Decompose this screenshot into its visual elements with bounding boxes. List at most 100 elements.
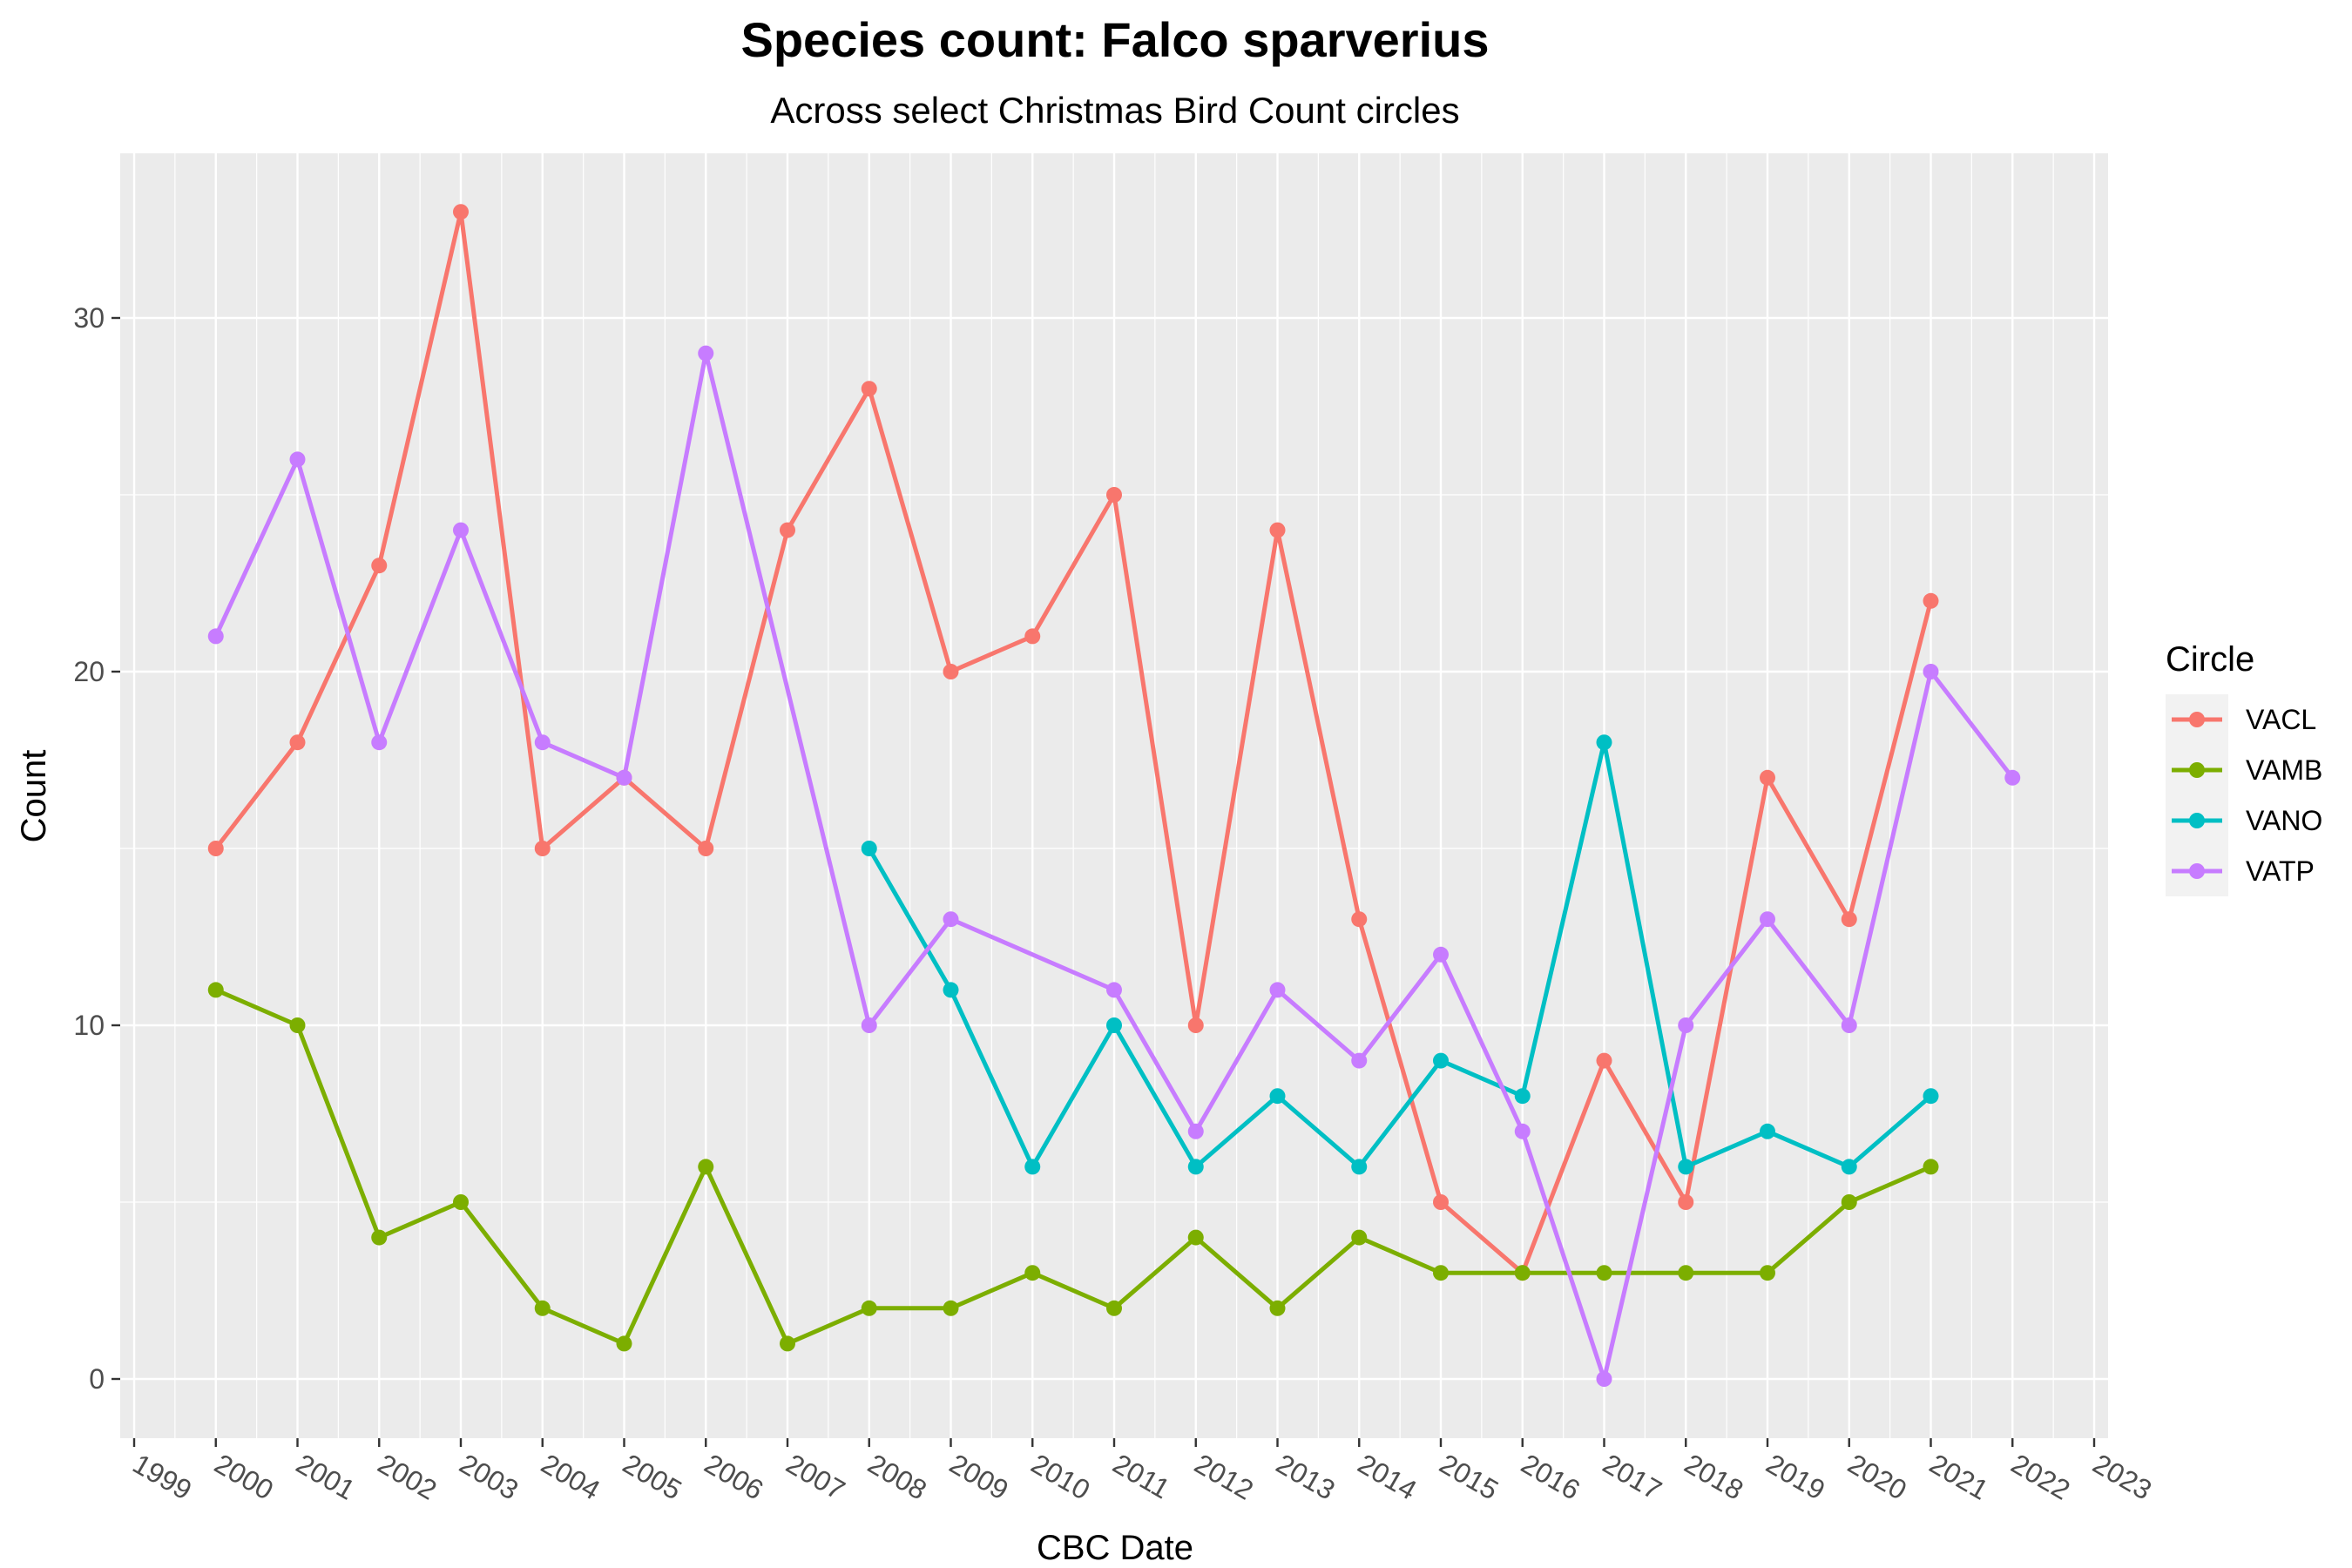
data-point-vano	[1760, 1123, 1775, 1139]
data-point-vano	[1269, 1088, 1286, 1105]
legend-title: Circle	[2166, 640, 2254, 679]
data-point-vano	[1923, 1088, 1939, 1105]
x-axis-title: CBC Date	[1037, 1529, 1193, 1567]
chart-subtitle: Across select Christmas Bird Count circl…	[770, 90, 1459, 131]
data-point-vacl	[289, 734, 306, 751]
x-tick-label: 2006	[700, 1448, 769, 1506]
data-point-vacl	[1596, 1052, 1612, 1069]
data-point-vamb	[1596, 1265, 1612, 1281]
x-tick-label: 2020	[1842, 1448, 1912, 1506]
data-point-vamb	[453, 1194, 469, 1210]
x-tick-label: 2011	[1108, 1448, 1176, 1505]
data-point-vamb	[1187, 1229, 1204, 1246]
legend-label-vacl: VACL	[2246, 704, 2316, 735]
data-point-vacl	[534, 841, 551, 856]
x-tick-label: 1999	[128, 1448, 198, 1506]
x-tick-label: 2021	[1924, 1448, 1994, 1506]
y-tick-labels: 0 10 20 30	[73, 302, 105, 1395]
data-point-vatp	[534, 734, 551, 751]
x-tick-label: 2007	[781, 1448, 851, 1506]
data-point-vano	[1187, 1159, 1204, 1175]
data-point-vamb	[1351, 1229, 1368, 1246]
data-point-vacl	[371, 558, 388, 574]
legend-label-vamb: VAMB	[2246, 754, 2322, 786]
series-line-vacl	[213, 209, 1933, 1275]
x-tick-labels: 1999 2000 2001 2002 2003 2004 2005 2006 2007 2008…	[128, 1448, 2158, 1506]
data-point-vacl	[1269, 522, 1286, 538]
series-line-vamb	[214, 988, 1932, 1346]
chart-title: Species count: Falco sparverius	[741, 12, 1490, 67]
x-tick-label: 2018	[1680, 1448, 1749, 1506]
data-point-vatp	[1351, 1052, 1368, 1069]
data-point-vano	[943, 982, 959, 998]
data-point-vacl	[207, 841, 224, 856]
data-point-vatp	[698, 345, 714, 362]
legend-label-vatp: VATP	[2246, 855, 2315, 887]
data-point-vatp	[1106, 982, 1122, 998]
data-point-vatp	[861, 1017, 877, 1033]
data-point-vacl	[780, 522, 795, 538]
data-point-vatp	[616, 769, 632, 786]
data-point-vacl	[1187, 1017, 1204, 1033]
data-point-vamb	[1433, 1265, 1449, 1281]
x-tick-label: 2016	[1516, 1448, 1585, 1506]
data-point-vano	[1106, 1017, 1122, 1033]
data-point-vamb	[1269, 1300, 1286, 1316]
data-point-vacl	[943, 664, 959, 679]
data-point-vatp	[207, 628, 224, 645]
data-point-vatp	[1760, 911, 1775, 928]
data-point-vatp	[1841, 1017, 1857, 1033]
data-point-vacl	[1841, 911, 1857, 928]
legend-key-point-vacl	[2189, 712, 2205, 727]
y-tick-label: 30	[73, 302, 105, 334]
legend-key-point-vano	[2189, 813, 2205, 828]
data-point-vacl	[1106, 487, 1122, 503]
data-point-vatp	[453, 522, 469, 538]
x-tick-label: 2002	[373, 1448, 443, 1506]
data-point-vamb	[698, 1159, 714, 1175]
legend-key-point-vamb	[2189, 762, 2205, 778]
data-point-vamb	[861, 1300, 877, 1316]
data-point-vamb	[1841, 1194, 1857, 1210]
data-point-vano	[1433, 1052, 1449, 1069]
y-tick-label: 0	[89, 1363, 105, 1395]
grid-major	[120, 153, 2108, 1438]
data-point-vamb	[1106, 1300, 1122, 1316]
legend-label-vano: VANO	[2246, 805, 2322, 836]
x-tick-label: 2010	[1026, 1448, 1096, 1506]
data-point-vacl	[1678, 1194, 1694, 1210]
legend-key-point-vatp	[2189, 863, 2205, 879]
x-tick-label: 2013	[1271, 1448, 1341, 1506]
data-point-vatp	[943, 911, 959, 928]
data-point-vatp	[1269, 982, 1286, 998]
data-point-vacl	[1433, 1194, 1449, 1210]
grid-minor	[120, 153, 2108, 1438]
data-point-vatp	[1433, 946, 1449, 963]
x-tick-label: 2014	[1353, 1448, 1423, 1506]
data-point-vacl	[1351, 911, 1368, 928]
data-point-vano	[1024, 1159, 1041, 1175]
x-tick-label: 2015	[1435, 1448, 1504, 1506]
data-point-vano	[1514, 1088, 1531, 1105]
data-point-vatp	[1514, 1123, 1531, 1139]
x-tick-label: 2022	[2006, 1448, 2076, 1506]
data-point-vatp	[289, 451, 306, 468]
data-point-vamb	[1760, 1265, 1775, 1281]
data-point-vamb	[207, 982, 224, 998]
data-point-vano	[1678, 1159, 1694, 1175]
series-line-vano	[867, 740, 1933, 1169]
data-point-vano	[861, 841, 877, 856]
x-tick-label: 2003	[455, 1448, 524, 1506]
data-point-vamb	[1514, 1265, 1531, 1281]
x-tick-label: 2008	[862, 1448, 932, 1506]
data-point-vamb	[289, 1017, 306, 1033]
data-point-vacl	[698, 841, 714, 856]
data-point-vacl	[1024, 628, 1041, 645]
data-point-vacl	[1923, 592, 1939, 609]
data-point-vatp	[1187, 1123, 1204, 1139]
data-point-vamb	[1923, 1159, 1939, 1175]
data-point-vamb	[616, 1335, 632, 1352]
y-tick-label: 20	[73, 656, 105, 687]
data-point-vatp	[2004, 769, 2021, 786]
x-tick-label: 2023	[2088, 1448, 2158, 1506]
